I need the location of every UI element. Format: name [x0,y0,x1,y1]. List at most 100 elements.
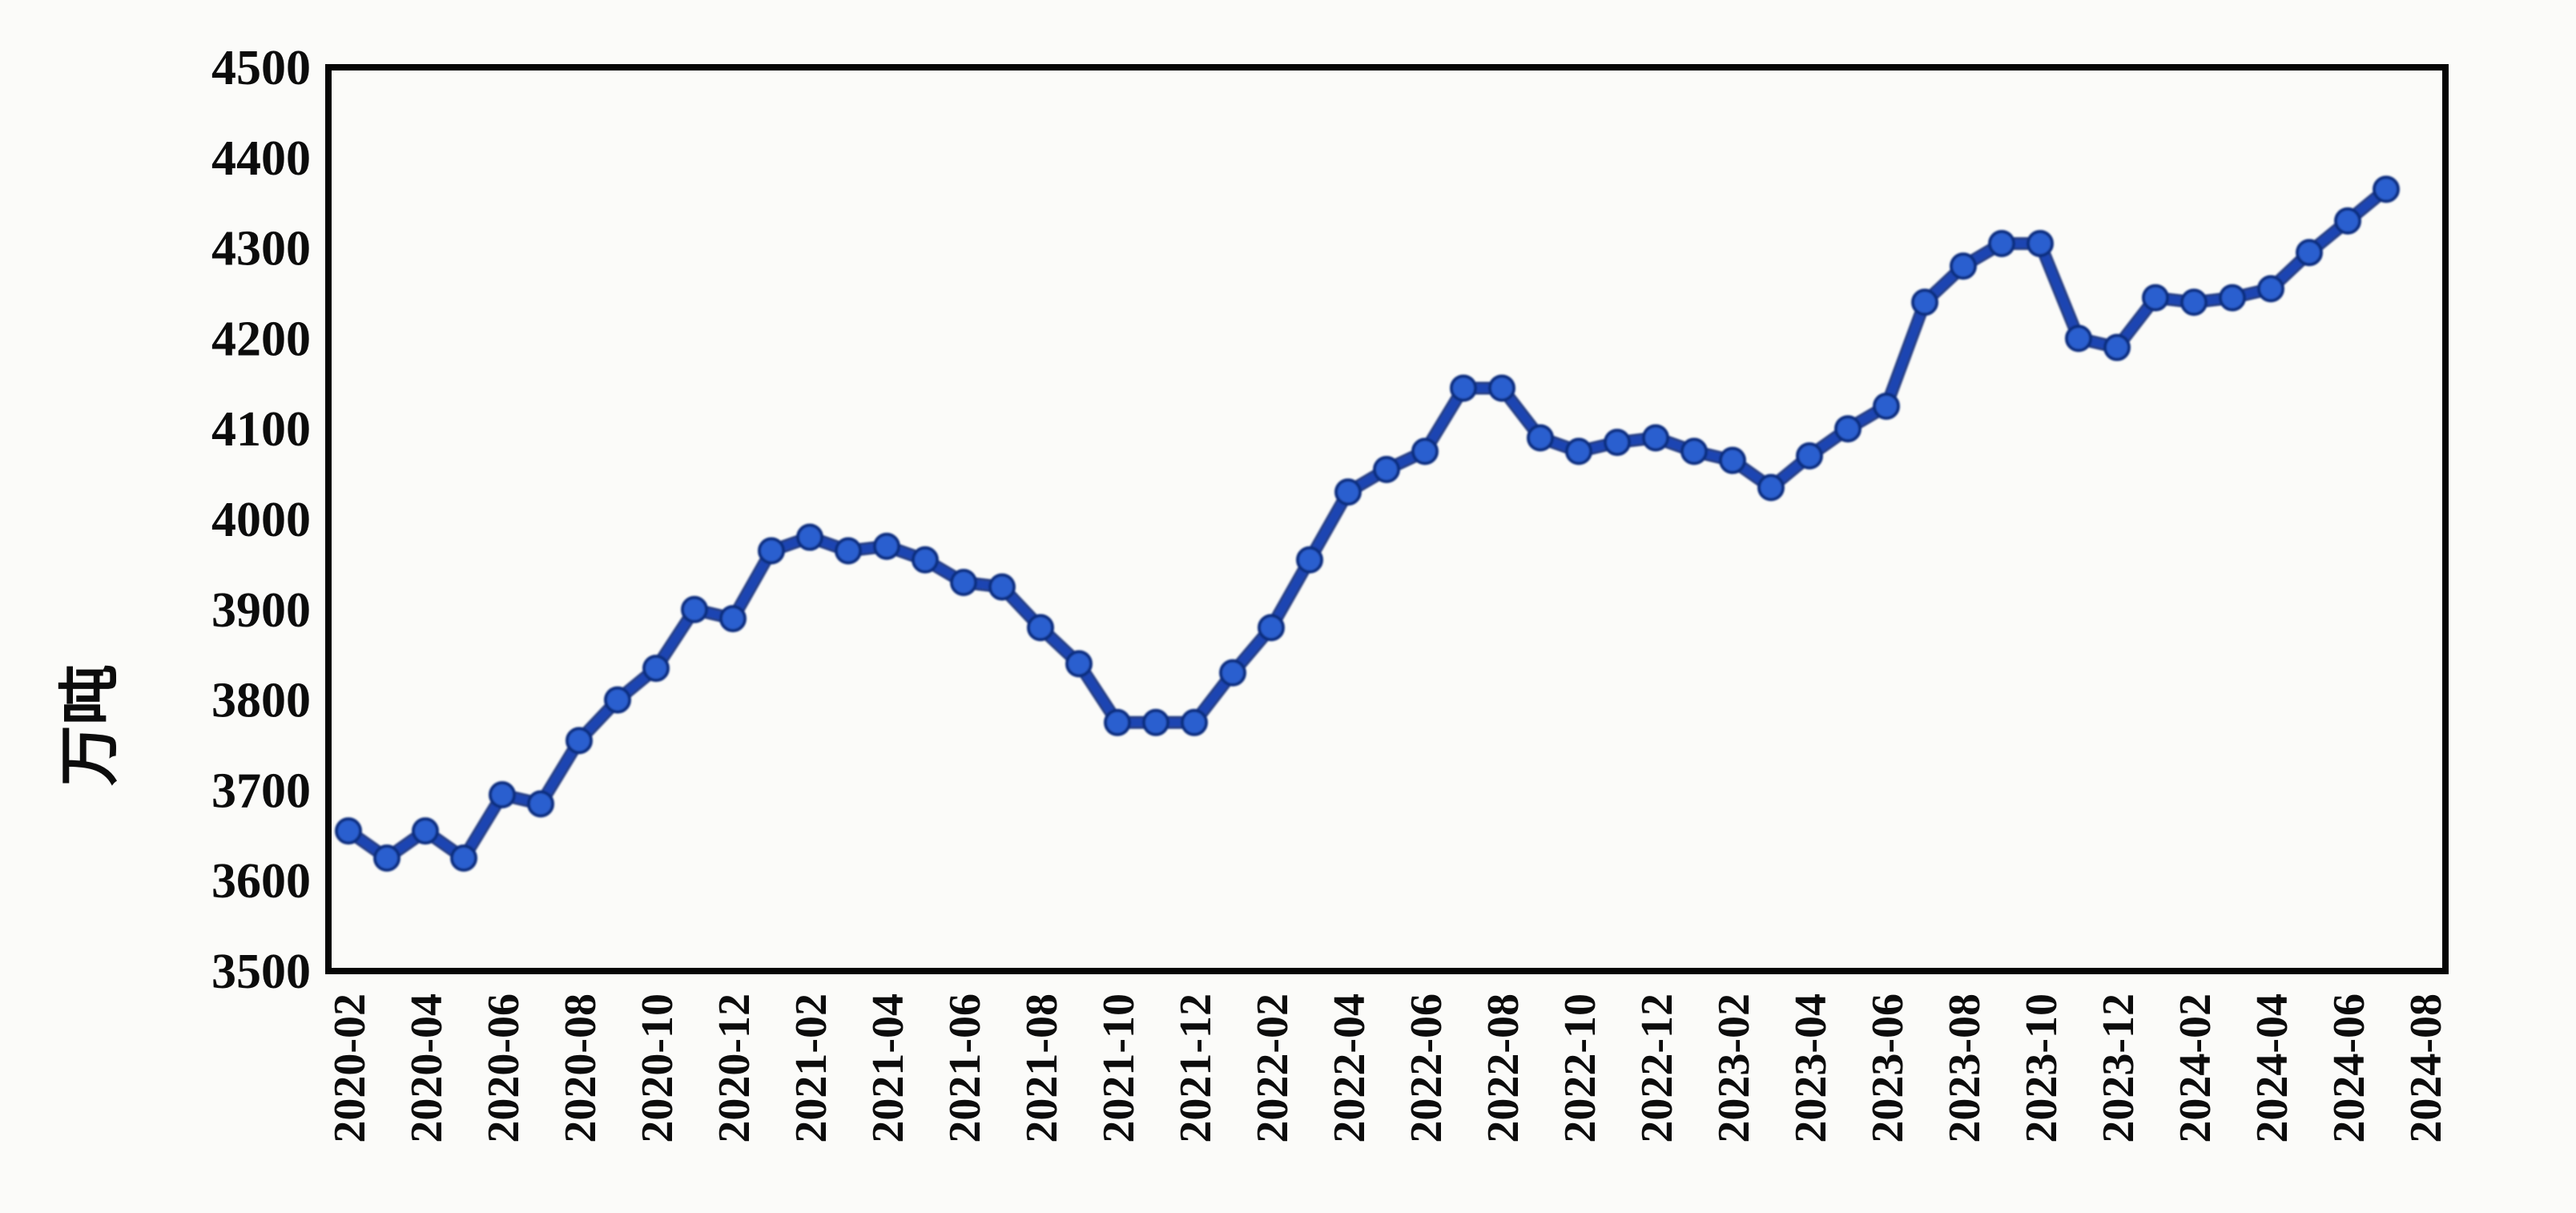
x-tick-label: 2023-06 [1863,993,1913,1143]
data-point [1104,708,1131,736]
data-point [1565,437,1592,465]
y-tick-label: 4200 [211,312,311,366]
data-point [1258,614,1285,642]
data-point [2296,239,2323,267]
data-point [450,844,477,872]
data-point [873,532,900,560]
data-point [2142,284,2169,312]
x-tick-label: 2024-02 [2171,993,2220,1143]
data-point [1988,229,2015,257]
data-point [1142,708,1169,736]
data-point [335,817,362,845]
data-point [719,605,747,633]
data-point [2219,284,2246,312]
x-tick-label: 2021-10 [1094,993,1144,1143]
x-tick-label: 2022-06 [1402,993,1451,1143]
data-point [835,537,862,565]
x-tick-label: 2022-12 [1632,993,1682,1143]
y-tick-label: 4000 [211,493,311,547]
x-tick-label: 2023-02 [1709,993,1759,1143]
data-point [1873,393,1900,420]
data-point [412,817,439,845]
axis-frame [325,64,2449,974]
x-tick-label: 2020-06 [479,993,529,1143]
data-point [2257,275,2284,303]
x-tick-label: 2021-08 [1017,993,1067,1143]
data-point [1834,415,1862,443]
y-tick-label: 4100 [211,402,311,457]
data-point [912,546,939,574]
data-point [1450,374,1477,402]
x-tick-label: 2021-02 [787,993,836,1143]
y-tick-label: 4500 [211,41,311,95]
x-tick-label: 2020-10 [633,993,682,1143]
x-tick-label: 2020-02 [325,993,375,1143]
data-point [1950,252,1977,280]
x-tick-label: 2024-04 [2248,993,2297,1143]
data-line [344,185,2390,862]
x-tick-label: 2024-06 [2324,993,2374,1143]
data-point [681,595,708,623]
data-point [642,655,670,683]
data-point [1334,478,1362,506]
x-tick-label: 2023-04 [1786,993,1836,1143]
data-point [373,844,400,872]
data-point [1027,614,1054,642]
data-point [1911,288,1938,316]
y-tick-label: 3700 [211,764,311,818]
y-tick-label: 4300 [211,222,311,276]
x-tick-label: 2022-10 [1556,993,1605,1143]
data-point [988,573,1016,601]
x-tick-label: 2023-12 [2094,993,2143,1143]
x-tick-label: 2024-08 [2401,993,2451,1143]
x-tick-label: 2023-08 [1940,993,1990,1143]
x-tick-label: 2020-04 [402,993,452,1143]
y-tick-label: 3800 [211,674,311,728]
data-point [1757,474,1785,502]
data-point [1181,708,1208,736]
data-point [1411,437,1439,465]
x-tick-label: 2020-08 [556,993,606,1143]
data-point [527,790,554,818]
data-point [1296,546,1323,574]
data-point [604,686,631,714]
data-point [2180,288,2208,316]
data-point [2027,229,2054,257]
data-point [796,523,823,551]
data-series [335,175,2400,872]
data-point [1527,424,1554,452]
data-line-shadow [342,183,2393,864]
x-tick-label: 2022-02 [1248,993,1298,1143]
data-point [2065,324,2092,353]
y-tick-label: 3500 [211,945,311,999]
x-tick-label: 2021-12 [1171,993,1221,1143]
data-point [2334,207,2361,235]
x-tick-label: 2022-04 [1325,993,1375,1143]
y-tick-label: 4400 [211,131,311,186]
data-point [1796,442,1823,470]
data-point [1680,437,1708,465]
data-point [950,568,977,596]
data-point [1604,429,1631,457]
y-axis-title: 万吨 [54,664,125,786]
data-point [2103,333,2131,361]
x-tick-label: 2022-08 [1479,993,1528,1143]
x-tick-label: 2021-04 [863,993,913,1143]
y-tick-label: 3900 [211,583,311,638]
data-point [1488,374,1515,402]
data-point [1642,424,1669,452]
data-point [1373,455,1400,483]
data-point [566,727,593,755]
data-point [489,781,516,809]
data-point [758,537,785,565]
x-tick-label: 2021-06 [940,993,990,1143]
data-point [1719,446,1746,474]
y-tick-label: 3600 [211,854,311,909]
data-point [2373,175,2400,204]
x-tick-label: 2020-12 [710,993,759,1143]
data-point [1219,659,1246,687]
x-tick-label: 2023-10 [2017,993,2067,1143]
data-point [1065,650,1093,678]
